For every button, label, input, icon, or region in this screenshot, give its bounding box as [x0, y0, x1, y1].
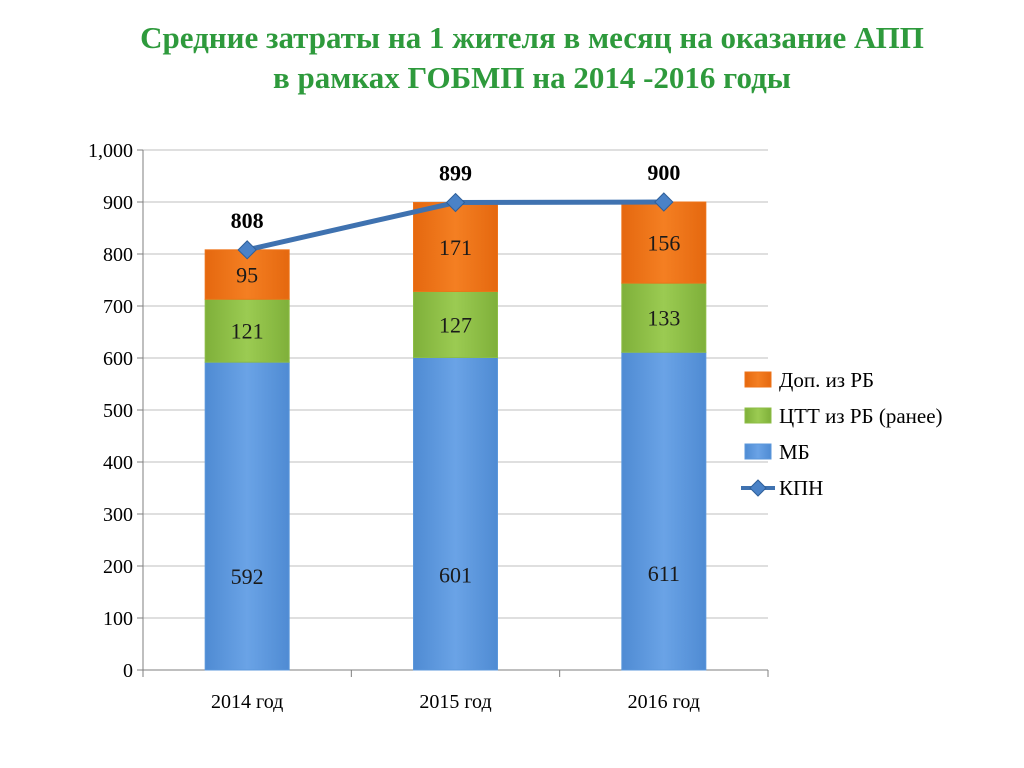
kpn-value-label: 899 [439, 161, 472, 186]
bar-segment [621, 282, 707, 353]
chart-title-line-2: в рамках ГОБМП на 2014 -2016 годы [273, 60, 791, 95]
kpn-value-label: 900 [647, 160, 680, 185]
legend-swatch [744, 371, 772, 388]
kpn-line [237, 192, 674, 260]
legend-label: КПН [779, 476, 823, 500]
y-tick-label: 600 [103, 348, 133, 370]
y-tick-label: 100 [103, 608, 133, 630]
kpn-marker [654, 192, 674, 212]
bars [204, 201, 707, 671]
legend-label: Доп. из РБ [779, 368, 874, 392]
bar-segment [621, 201, 707, 284]
legend-swatch [744, 407, 772, 424]
bar-segment [204, 361, 290, 671]
y-tick-label: 800 [103, 244, 133, 266]
bar-value-label: 156 [647, 231, 680, 256]
y-tick-label: 300 [103, 504, 133, 526]
kpn-marker [445, 192, 466, 213]
kpn-value-label: 808 [231, 208, 264, 233]
bar-segment [204, 298, 290, 363]
axes: 0 100 200 300 400 500 600 700 800 900 1,000 2014 го… [88, 140, 769, 713]
legend-swatch [744, 443, 772, 460]
y-tick-label: 900 [103, 192, 133, 214]
y-tick-label: 700 [103, 296, 133, 318]
bar-segment [621, 351, 707, 671]
bar-value-label: 121 [231, 319, 264, 344]
bar-value-label: 133 [647, 306, 680, 331]
bar-value-label: 171 [439, 235, 472, 260]
y-tick-label: 400 [103, 452, 133, 474]
x-tick-label: 2014 год [211, 691, 283, 713]
y-tick-label: 0 [123, 660, 133, 682]
bar-segment [413, 356, 498, 671]
y-tick-label: 200 [103, 556, 133, 578]
bar-segment [413, 202, 498, 292]
bar-value-label: 611 [648, 561, 680, 586]
bar-segment [413, 290, 498, 358]
x-tick-label: 2015 год [419, 691, 491, 713]
y-tick-label: 1,000 [88, 140, 133, 162]
legend-label: МБ [779, 440, 810, 464]
bar-value-label: 95 [236, 263, 258, 288]
bar-value-label: 601 [439, 563, 472, 588]
legend-label: ЦТТ из РБ (ранее) [779, 404, 943, 428]
legend: Доп. из РБ ЦТТ из РБ (ранее) МБ КПН [741, 368, 943, 500]
data-labels: 592 121 95 601 127 171 611 133 156 808 899 900 [231, 160, 681, 589]
kpn-marker [237, 240, 257, 260]
bar-value-label: 127 [439, 312, 472, 337]
chart-title: Средние затраты на 1 жителя в месяц на о… [0, 18, 1024, 98]
y-tick-label: 500 [103, 400, 133, 422]
legend-marker [749, 479, 767, 497]
chart-title-line-1: Средние затраты на 1 жителя в месяц на о… [140, 20, 924, 55]
bar-value-label: 592 [231, 564, 264, 589]
x-tick-label: 2016 год [628, 691, 700, 713]
